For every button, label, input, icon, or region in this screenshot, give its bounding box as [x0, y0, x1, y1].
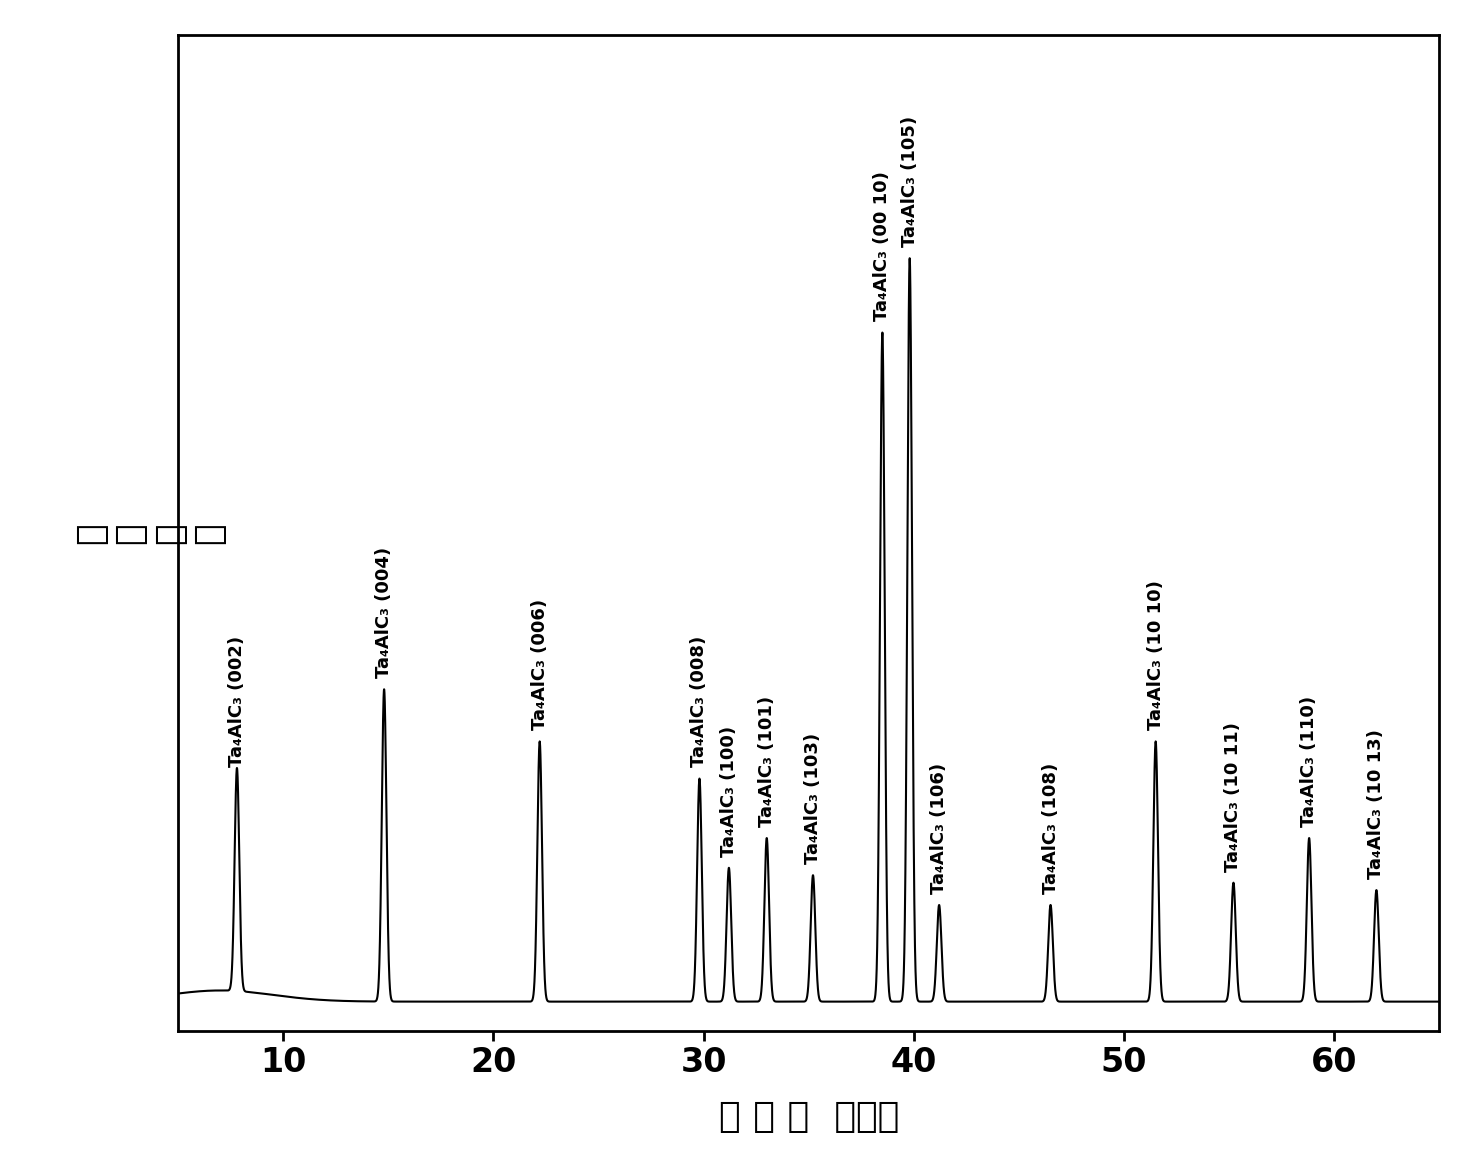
Text: Ta₄AlC₃ (106): Ta₄AlC₃ (106)	[930, 763, 948, 894]
Text: Ta₄AlC₃ (108): Ta₄AlC₃ (108)	[1042, 763, 1060, 894]
Text: Ta₄AlC₃ (10 10): Ta₄AlC₃ (10 10)	[1147, 580, 1165, 730]
Y-axis label: 衍
射
强
度: 衍 射 强 度	[74, 523, 227, 544]
Text: Ta₄AlC₃ (100): Ta₄AlC₃ (100)	[720, 725, 738, 857]
Text: Ta₄AlC₃ (004): Ta₄AlC₃ (004)	[375, 547, 393, 679]
Text: Ta₄AlC₃ (110): Ta₄AlC₃ (110)	[1300, 696, 1318, 827]
Text: Ta₄AlC₃ (008): Ta₄AlC₃ (008)	[690, 636, 708, 768]
Text: Ta₄AlC₃ (10 11): Ta₄AlC₃ (10 11)	[1224, 722, 1242, 872]
Text: Ta₄AlC₃ (006): Ta₄AlC₃ (006)	[531, 599, 549, 730]
Text: Ta₄AlC₃ (103): Ta₄AlC₃ (103)	[804, 732, 822, 864]
Text: Ta₄AlC₃ (10 13): Ta₄AlC₃ (10 13)	[1367, 729, 1386, 879]
Text: Ta₄AlC₃ (105): Ta₄AlC₃ (105)	[901, 116, 919, 247]
X-axis label: 衍 射 角  （度）: 衍 射 角 （度）	[718, 1099, 899, 1133]
Text: Ta₄AlC₃ (101): Ta₄AlC₃ (101)	[758, 696, 776, 827]
Text: Ta₄AlC₃ (002): Ta₄AlC₃ (002)	[229, 636, 246, 768]
Text: Ta₄AlC₃ (00 10): Ta₄AlC₃ (00 10)	[874, 171, 892, 321]
